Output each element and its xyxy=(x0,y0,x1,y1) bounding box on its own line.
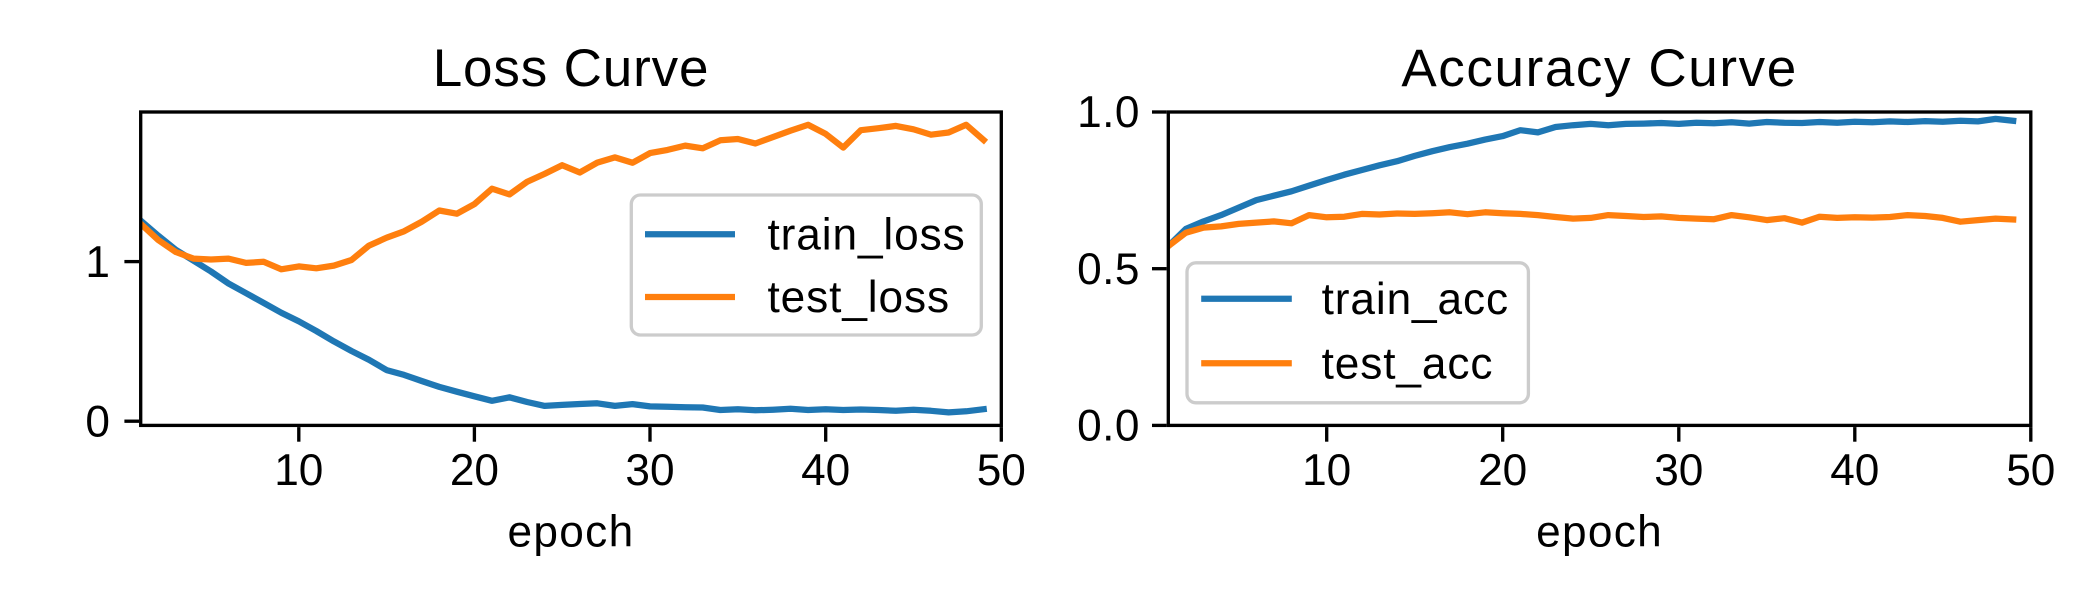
svg-text:test_loss: test_loss xyxy=(768,273,950,322)
svg-text:50: 50 xyxy=(2006,446,2055,495)
svg-text:0: 0 xyxy=(85,397,110,446)
svg-text:50: 50 xyxy=(977,446,1026,495)
svg-text:20: 20 xyxy=(1478,446,1527,495)
svg-text:40: 40 xyxy=(801,446,850,495)
svg-text:10: 10 xyxy=(274,446,323,495)
svg-text:Loss Curve: Loss Curve xyxy=(433,39,710,98)
svg-text:Accuracy Curve: Accuracy Curve xyxy=(1401,39,1797,98)
svg-text:0.5: 0.5 xyxy=(1077,245,1140,294)
svg-text:1.0: 1.0 xyxy=(1077,88,1140,137)
svg-text:epoch: epoch xyxy=(508,507,635,556)
svg-text:0.0: 0.0 xyxy=(1077,402,1140,451)
svg-text:30: 30 xyxy=(1654,446,1703,495)
svg-text:1: 1 xyxy=(85,238,110,287)
svg-text:train_acc: train_acc xyxy=(1322,275,1509,324)
svg-text:30: 30 xyxy=(625,446,674,495)
svg-text:test_acc: test_acc xyxy=(1322,340,1494,389)
svg-text:10: 10 xyxy=(1302,446,1351,495)
svg-text:epoch: epoch xyxy=(1536,507,1663,556)
svg-text:20: 20 xyxy=(450,446,499,495)
svg-text:train_loss: train_loss xyxy=(768,211,966,260)
svg-text:40: 40 xyxy=(1830,446,1879,495)
